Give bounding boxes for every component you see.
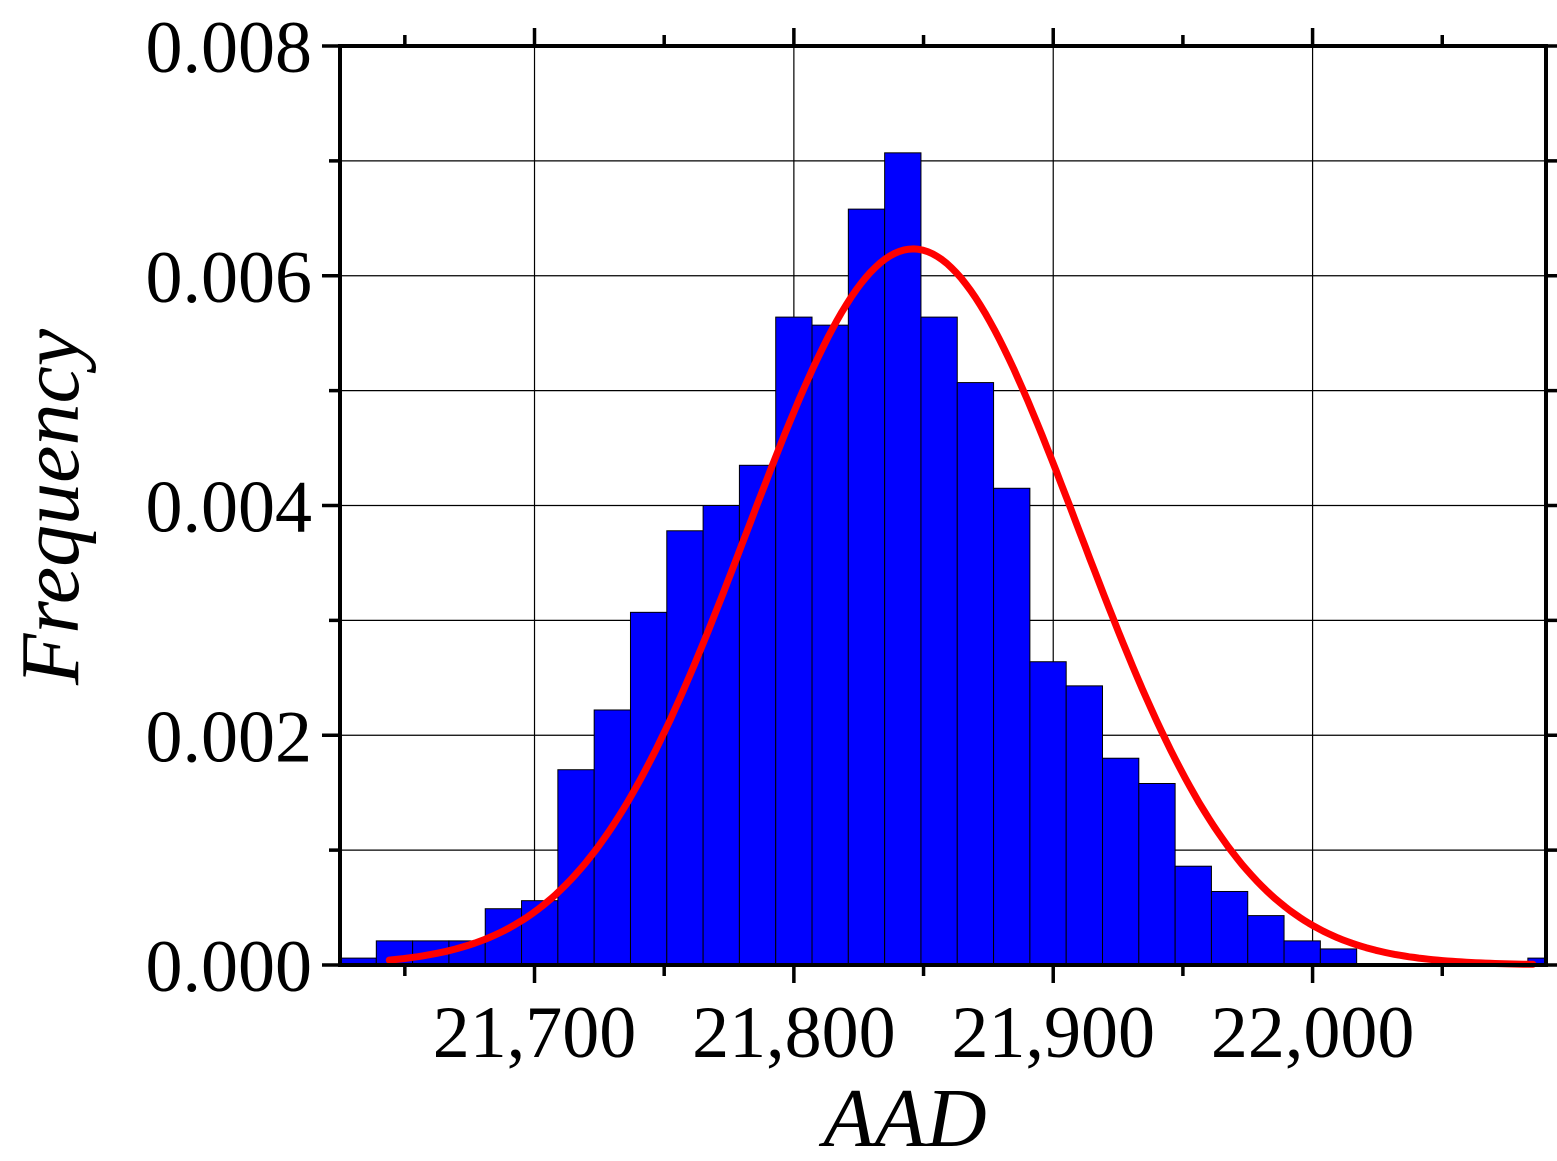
histogram-bar xyxy=(1102,757,1140,966)
histogram-bar xyxy=(1174,865,1212,966)
histogram-bar xyxy=(1210,890,1249,966)
histogram-bar xyxy=(738,464,777,966)
histogram-bar xyxy=(1065,685,1104,966)
histogram-bar xyxy=(1283,940,1321,966)
histogram-bar xyxy=(666,530,704,966)
fit-curve-line xyxy=(385,245,1537,968)
histogram-bar xyxy=(702,505,740,966)
histogram-bar xyxy=(847,208,886,966)
y-tick-label: 0.002 xyxy=(146,696,313,778)
y-axis-title: Frequency xyxy=(4,328,97,686)
histogram-bar xyxy=(1319,948,1358,966)
histogram-bar xyxy=(1029,661,1067,966)
x-axis-ticks: 21,700 21,800 21,900 22,000 xyxy=(403,28,1445,1074)
y-tick-label: 0.004 xyxy=(146,467,313,549)
y-tick-label: 0.006 xyxy=(146,237,313,319)
x-tick-label: 21,800 xyxy=(692,992,896,1074)
histogram-bar xyxy=(557,769,595,966)
histogram-bar xyxy=(920,316,958,966)
histogram-bar xyxy=(1247,915,1285,966)
histogram-bar xyxy=(993,487,1031,966)
y-tick-label: 0.008 xyxy=(146,7,313,89)
histogram-bar xyxy=(811,324,849,966)
histogram-bar xyxy=(1138,782,1176,966)
y-tick-label: 0.000 xyxy=(146,926,313,1008)
histogram-bar xyxy=(593,709,631,966)
histogram-bar xyxy=(775,316,813,966)
histogram-bar xyxy=(884,152,922,966)
x-tick-label: 21,700 xyxy=(433,992,637,1074)
x-tick-label: 21,900 xyxy=(951,992,1155,1074)
normal-fit-curve xyxy=(385,245,1537,968)
histogram-bar xyxy=(956,382,995,966)
x-tick-label: 22,000 xyxy=(1211,992,1415,1074)
histogram-bars xyxy=(339,152,1547,966)
x-axis-title: AAD xyxy=(818,1072,986,1161)
y-axis-ticks: 0.000 0.002 0.004 0.006 0.008 xyxy=(146,7,1557,1008)
